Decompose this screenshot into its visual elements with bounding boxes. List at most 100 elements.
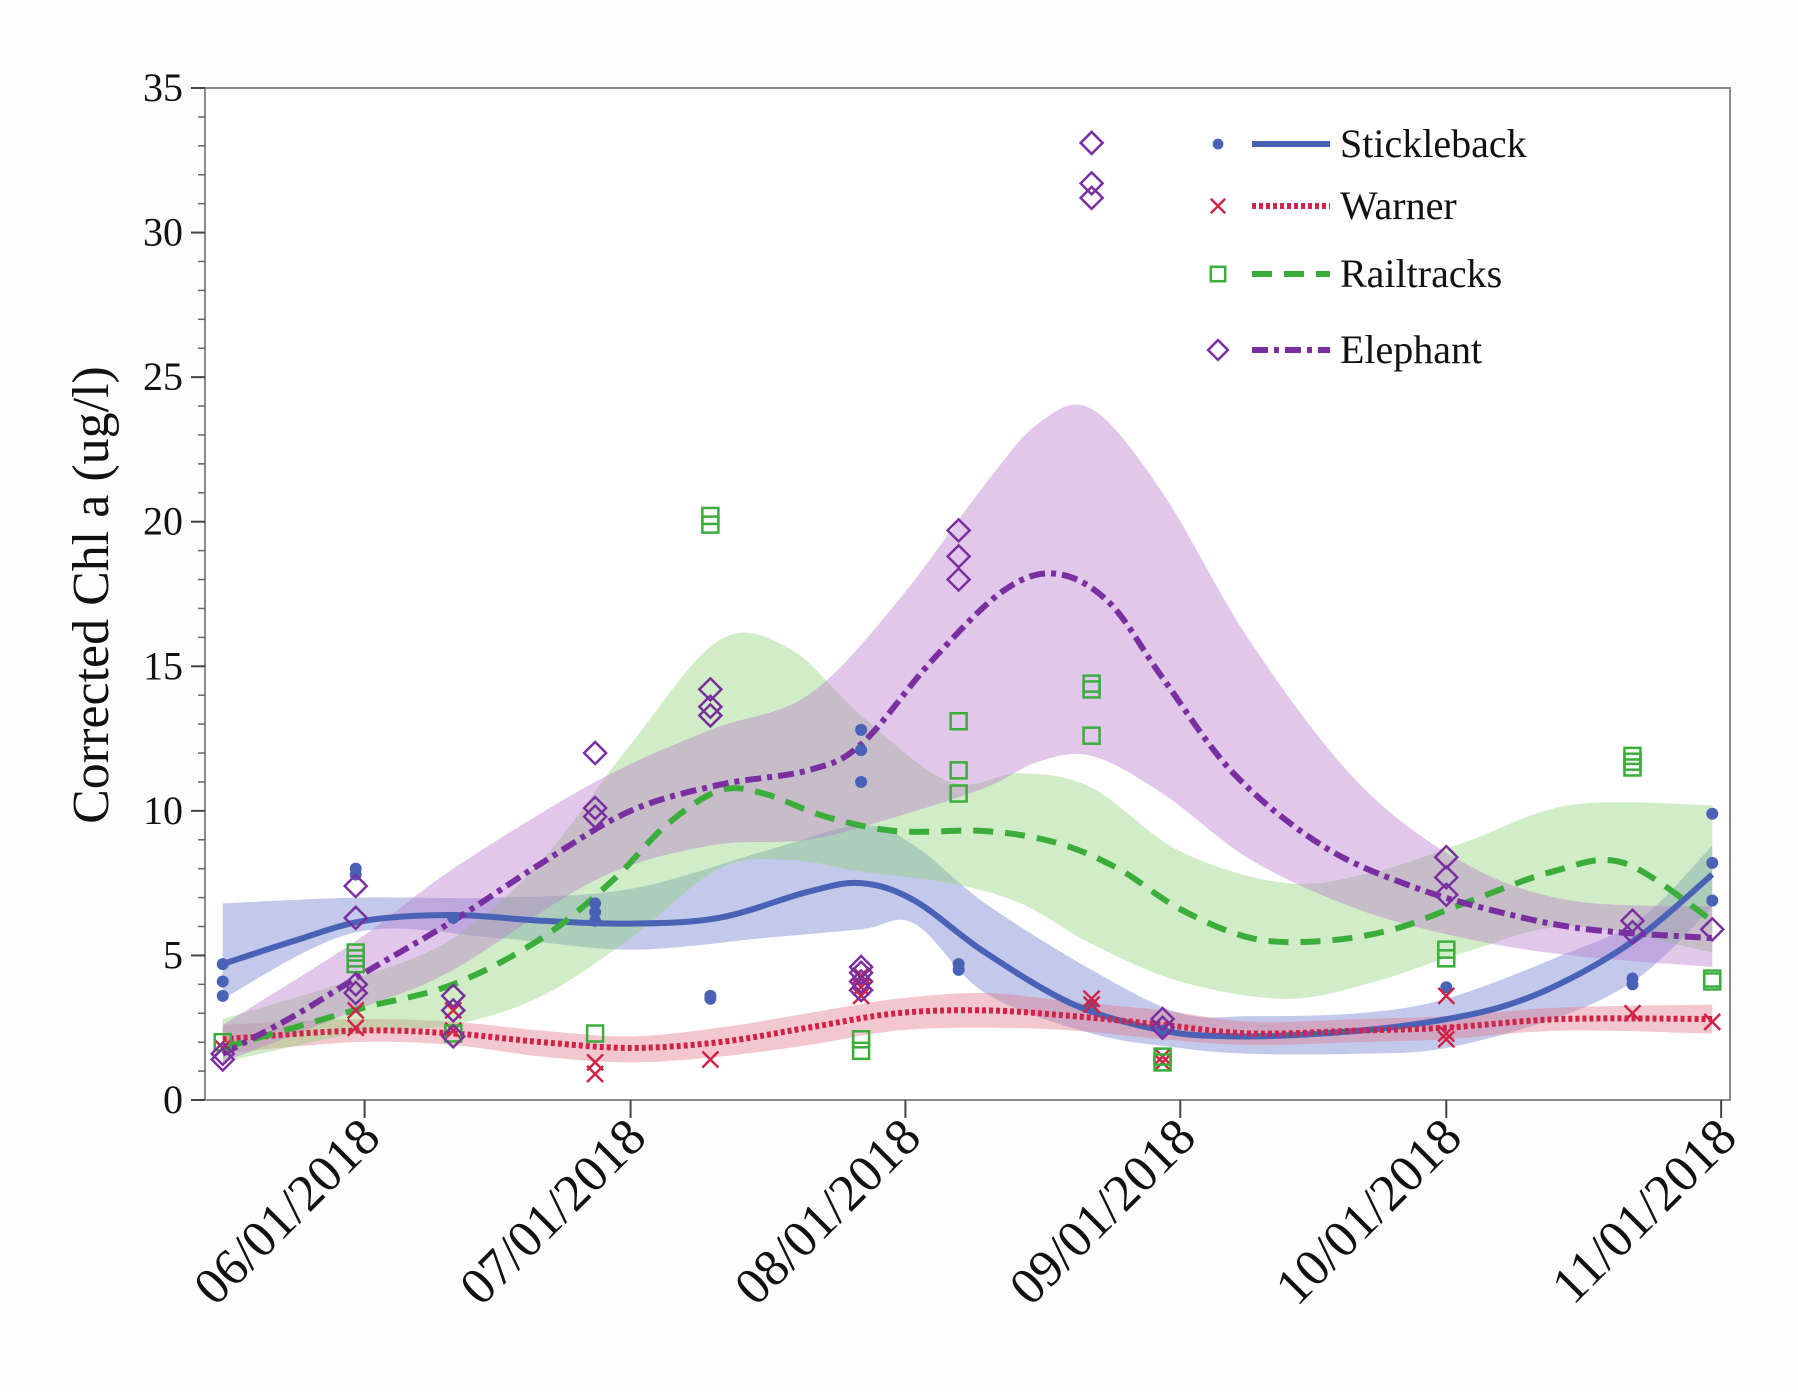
point-elephant: [945, 566, 972, 593]
legend-marker-warner: [1209, 197, 1227, 215]
point-elephant: [848, 977, 874, 1003]
point-elephant: [848, 960, 874, 986]
x-axis: 06/01/2018 07/01/2018 08/01/2018 09/01/2018…: [183, 1100, 1748, 1316]
point-elephant: [440, 1023, 467, 1050]
point-stickleback: [1440, 981, 1453, 994]
plot-frame: [204, 87, 1731, 1101]
point-warner: [1082, 995, 1101, 1014]
legend-item-elephant: Elephant: [1206, 327, 1482, 372]
y-tick-label: 15: [143, 643, 183, 688]
point-elephant: [848, 968, 874, 995]
legend-label-elephant: Elephant: [1340, 327, 1482, 372]
y-axis: 0 5 10 15 20 25 30 35: [143, 65, 205, 1122]
legend-label-railtracks: Railtracks: [1340, 251, 1502, 296]
fit-lines: [221, 570, 1715, 1057]
point-warner: [701, 1050, 720, 1069]
point-stickleback: [1706, 807, 1719, 820]
point-stickleback: [589, 914, 602, 927]
point-elephant: [1078, 185, 1105, 211]
point-warner: [1437, 1024, 1456, 1043]
point-elephant: [1619, 919, 1646, 946]
point-elephant: [1699, 916, 1726, 943]
point-warner: [852, 978, 870, 997]
point-railtracks: [949, 711, 968, 731]
x-tick-label: 10/01/2018: [1265, 1108, 1473, 1316]
fit-line-elephant: [221, 570, 1713, 1057]
point-railtracks: [1082, 680, 1101, 699]
point-elephant: [209, 1046, 236, 1073]
data-points: [209, 130, 1726, 1083]
point-elephant: [697, 676, 724, 703]
point-warner: [346, 1001, 365, 1020]
x-tick-label: 07/01/2018: [449, 1108, 657, 1316]
point-stickleback: [589, 897, 602, 910]
point-stickleback: [1626, 978, 1639, 991]
point-elephant: [342, 905, 369, 931]
point-warner: [1153, 1047, 1172, 1066]
point-elephant: [440, 983, 467, 1009]
y-axis-title: Corrected Chl a (ug/l): [63, 366, 120, 824]
fit-line-warner: [222, 1007, 1713, 1051]
point-railtracks: [1703, 972, 1722, 991]
fit-line-railtracks: [221, 785, 1714, 1051]
point-elephant: [1433, 881, 1460, 908]
y-tick-label: 25: [143, 354, 183, 399]
point-elephant: [342, 971, 369, 998]
point-stickleback: [1706, 894, 1719, 907]
legend-marker-stickleback: [1212, 138, 1224, 150]
plot-background: [205, 88, 1730, 1100]
point-elephant: [1078, 170, 1105, 197]
legend-marker-elephant: [1206, 338, 1230, 362]
point-stickleback: [216, 958, 229, 971]
band-railtracks: [222, 632, 1713, 1063]
point-elephant: [582, 740, 608, 766]
point-railtracks: [851, 1030, 871, 1049]
legend-item-railtracks: Railtracks: [1209, 251, 1502, 296]
point-elephant: [945, 517, 972, 544]
y-tick-label: 0: [163, 1077, 183, 1122]
legend-marker-railtracks: [1209, 265, 1227, 283]
point-railtracks: [585, 1024, 605, 1043]
point-warner: [1437, 987, 1456, 1005]
legend: Stickleback Warner Railtracks Elephant: [1206, 121, 1527, 372]
point-stickleback: [1706, 856, 1719, 869]
point-stickleback: [216, 989, 229, 1002]
point-elephant: [1433, 864, 1460, 891]
x-tick-label: 06/01/2018: [183, 1108, 391, 1316]
point-railtracks: [1437, 949, 1456, 968]
point-elephant: [440, 997, 467, 1024]
point-warner: [346, 1018, 365, 1037]
point-stickleback: [447, 911, 460, 924]
point-elephant: [697, 693, 724, 720]
point-warner: [1153, 1053, 1172, 1072]
point-elephant: [582, 803, 608, 830]
legend-label-stickleback: Stickleback: [1340, 121, 1527, 166]
legend-item-stickleback: Stickleback: [1212, 121, 1527, 166]
point-stickleback: [855, 744, 868, 757]
point-warner: [1623, 1004, 1642, 1023]
point-elephant: [342, 980, 369, 1006]
point-elephant: [1078, 130, 1105, 156]
x-tick-label: 08/01/2018: [724, 1108, 932, 1316]
point-railtracks: [1623, 758, 1642, 777]
band-elephant: [222, 404, 1713, 1063]
point-warner: [586, 1065, 604, 1083]
point-railtracks: [1153, 1053, 1172, 1072]
y-tick-label: 5: [163, 932, 183, 977]
point-elephant: [1149, 1014, 1176, 1041]
point-railtracks: [949, 784, 968, 803]
point-elephant: [582, 795, 608, 821]
point-elephant: [209, 1040, 236, 1067]
y-tick-label: 35: [143, 65, 183, 110]
point-elephant: [697, 702, 724, 729]
point-stickleback: [704, 992, 717, 1005]
point-stickleback: [855, 723, 868, 736]
legend-item-warner: Warner: [1209, 183, 1457, 228]
point-warner: [852, 987, 870, 1005]
point-railtracks: [949, 761, 968, 780]
point-stickleback: [952, 963, 965, 976]
point-elephant: [1619, 907, 1646, 934]
x-tick-label: 09/01/2018: [999, 1108, 1207, 1316]
